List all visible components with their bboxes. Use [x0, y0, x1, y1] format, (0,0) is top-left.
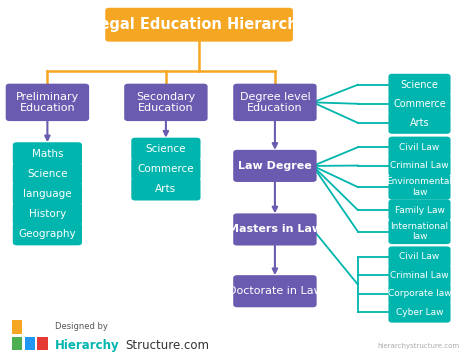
FancyBboxPatch shape	[233, 84, 317, 121]
Text: Arts: Arts	[410, 118, 429, 128]
Text: Doctorate in Law: Doctorate in Law	[228, 286, 322, 296]
FancyBboxPatch shape	[13, 162, 82, 185]
Text: Masters in Law: Masters in Law	[228, 225, 322, 234]
FancyBboxPatch shape	[13, 203, 82, 225]
FancyBboxPatch shape	[6, 84, 89, 121]
Text: Law Degree: Law Degree	[238, 161, 312, 171]
FancyBboxPatch shape	[388, 219, 450, 244]
Text: Arts: Arts	[155, 184, 176, 194]
Text: Corporate law: Corporate law	[388, 289, 451, 298]
Text: hierarchystructure.com: hierarchystructure.com	[378, 343, 460, 349]
Text: Environmental
law: Environmental law	[386, 178, 453, 197]
Text: Civil Law: Civil Law	[400, 252, 439, 262]
FancyBboxPatch shape	[131, 178, 201, 201]
Text: Commerce: Commerce	[137, 164, 194, 174]
Text: Commerce: Commerce	[393, 99, 446, 109]
FancyBboxPatch shape	[124, 84, 208, 121]
Text: Hierarchy: Hierarchy	[55, 339, 119, 352]
Text: Maths: Maths	[32, 149, 63, 158]
Text: Criminal Law: Criminal Law	[390, 271, 449, 280]
Text: Legal Education Hierarchy: Legal Education Hierarchy	[91, 17, 308, 32]
Text: Designed by: Designed by	[55, 322, 108, 331]
FancyBboxPatch shape	[105, 8, 293, 42]
Text: Science: Science	[401, 80, 438, 90]
FancyBboxPatch shape	[388, 246, 450, 268]
FancyBboxPatch shape	[37, 337, 48, 350]
FancyBboxPatch shape	[388, 93, 450, 115]
Text: Science: Science	[146, 144, 186, 154]
Text: Cyber Law: Cyber Law	[396, 307, 443, 317]
FancyBboxPatch shape	[131, 138, 201, 160]
FancyBboxPatch shape	[13, 142, 82, 165]
FancyBboxPatch shape	[388, 137, 450, 158]
Text: Civil Law: Civil Law	[400, 143, 439, 152]
Text: Criminal Law: Criminal Law	[390, 161, 449, 170]
FancyBboxPatch shape	[388, 199, 450, 221]
Text: Structure.com: Structure.com	[126, 339, 210, 352]
FancyBboxPatch shape	[388, 265, 450, 286]
FancyBboxPatch shape	[388, 155, 450, 176]
Text: Degree level
Education: Degree level Education	[239, 91, 310, 113]
FancyBboxPatch shape	[131, 158, 201, 180]
FancyBboxPatch shape	[13, 183, 82, 205]
FancyBboxPatch shape	[233, 213, 317, 246]
Text: Secondary
Education: Secondary Education	[136, 91, 195, 113]
FancyBboxPatch shape	[388, 283, 450, 304]
FancyBboxPatch shape	[388, 74, 450, 96]
FancyBboxPatch shape	[388, 112, 450, 134]
FancyBboxPatch shape	[12, 337, 22, 350]
FancyBboxPatch shape	[233, 150, 317, 182]
FancyBboxPatch shape	[13, 223, 82, 245]
FancyBboxPatch shape	[233, 275, 317, 307]
FancyBboxPatch shape	[388, 175, 450, 200]
Text: Geography: Geography	[18, 229, 76, 239]
Text: Family Law: Family Law	[394, 205, 445, 215]
Text: language: language	[23, 189, 72, 199]
FancyBboxPatch shape	[25, 337, 35, 350]
Text: History: History	[29, 209, 66, 219]
Text: Science: Science	[27, 169, 68, 179]
Text: Preliminary
Education: Preliminary Education	[16, 91, 79, 113]
FancyBboxPatch shape	[388, 301, 450, 323]
Text: International
law: International law	[391, 222, 448, 241]
FancyBboxPatch shape	[12, 320, 22, 334]
